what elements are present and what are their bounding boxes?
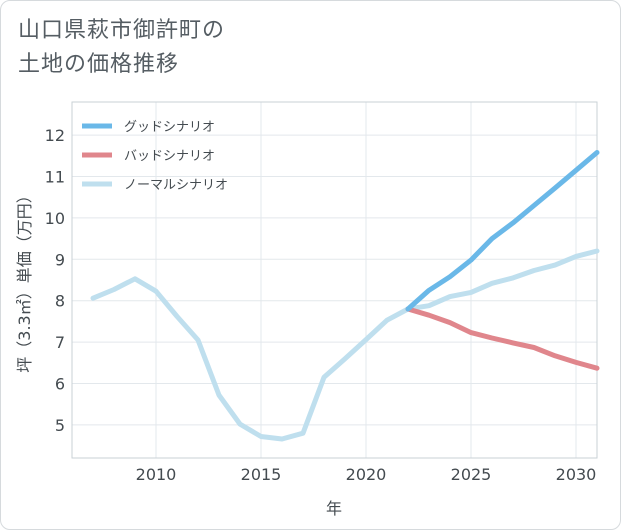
chart-title-line-1: 山口県萩市御許町の	[18, 18, 226, 43]
x-tick-label: 2010	[136, 465, 177, 484]
y-tick-label: 10	[45, 209, 65, 228]
chart-title: 山口県萩市御許町の 土地の価格推移	[18, 14, 225, 82]
series-layer	[90, 150, 600, 442]
y-tick-label: 8	[55, 292, 65, 311]
series-line-1	[405, 150, 600, 312]
y-tick-label: 6	[55, 374, 65, 393]
plot-frame	[71, 101, 598, 459]
x-tick-label: 2015	[241, 465, 282, 484]
x-axis-title: 年	[326, 499, 342, 518]
grid	[72, 102, 597, 458]
y-tick-label: 11	[45, 168, 65, 187]
series-line-3	[90, 248, 600, 442]
legend-label: ノーマルシナリオ	[124, 178, 228, 193]
y-tick-label: 5	[55, 416, 65, 435]
legend-label: グッドシナリオ	[124, 120, 215, 135]
y-axis-title: 坪（3.3㎡）単価（万円）	[15, 187, 34, 372]
y-tick-label: 7	[55, 333, 65, 352]
chart-title-line-2: 土地の価格推移	[18, 52, 180, 77]
x-tick-label: 2020	[346, 465, 387, 484]
tick-labels: 5 6 7 8 9 10 11 12 2010 2015 2020 2025 2030	[45, 126, 597, 484]
x-tick-label: 2025	[451, 465, 492, 484]
series-line-2	[405, 306, 600, 371]
y-tick-label: 9	[55, 250, 65, 269]
y-tick-label: 12	[45, 126, 65, 145]
legend-label: バッドシナリオ	[124, 149, 215, 164]
x-tick-label: 2030	[556, 465, 597, 484]
